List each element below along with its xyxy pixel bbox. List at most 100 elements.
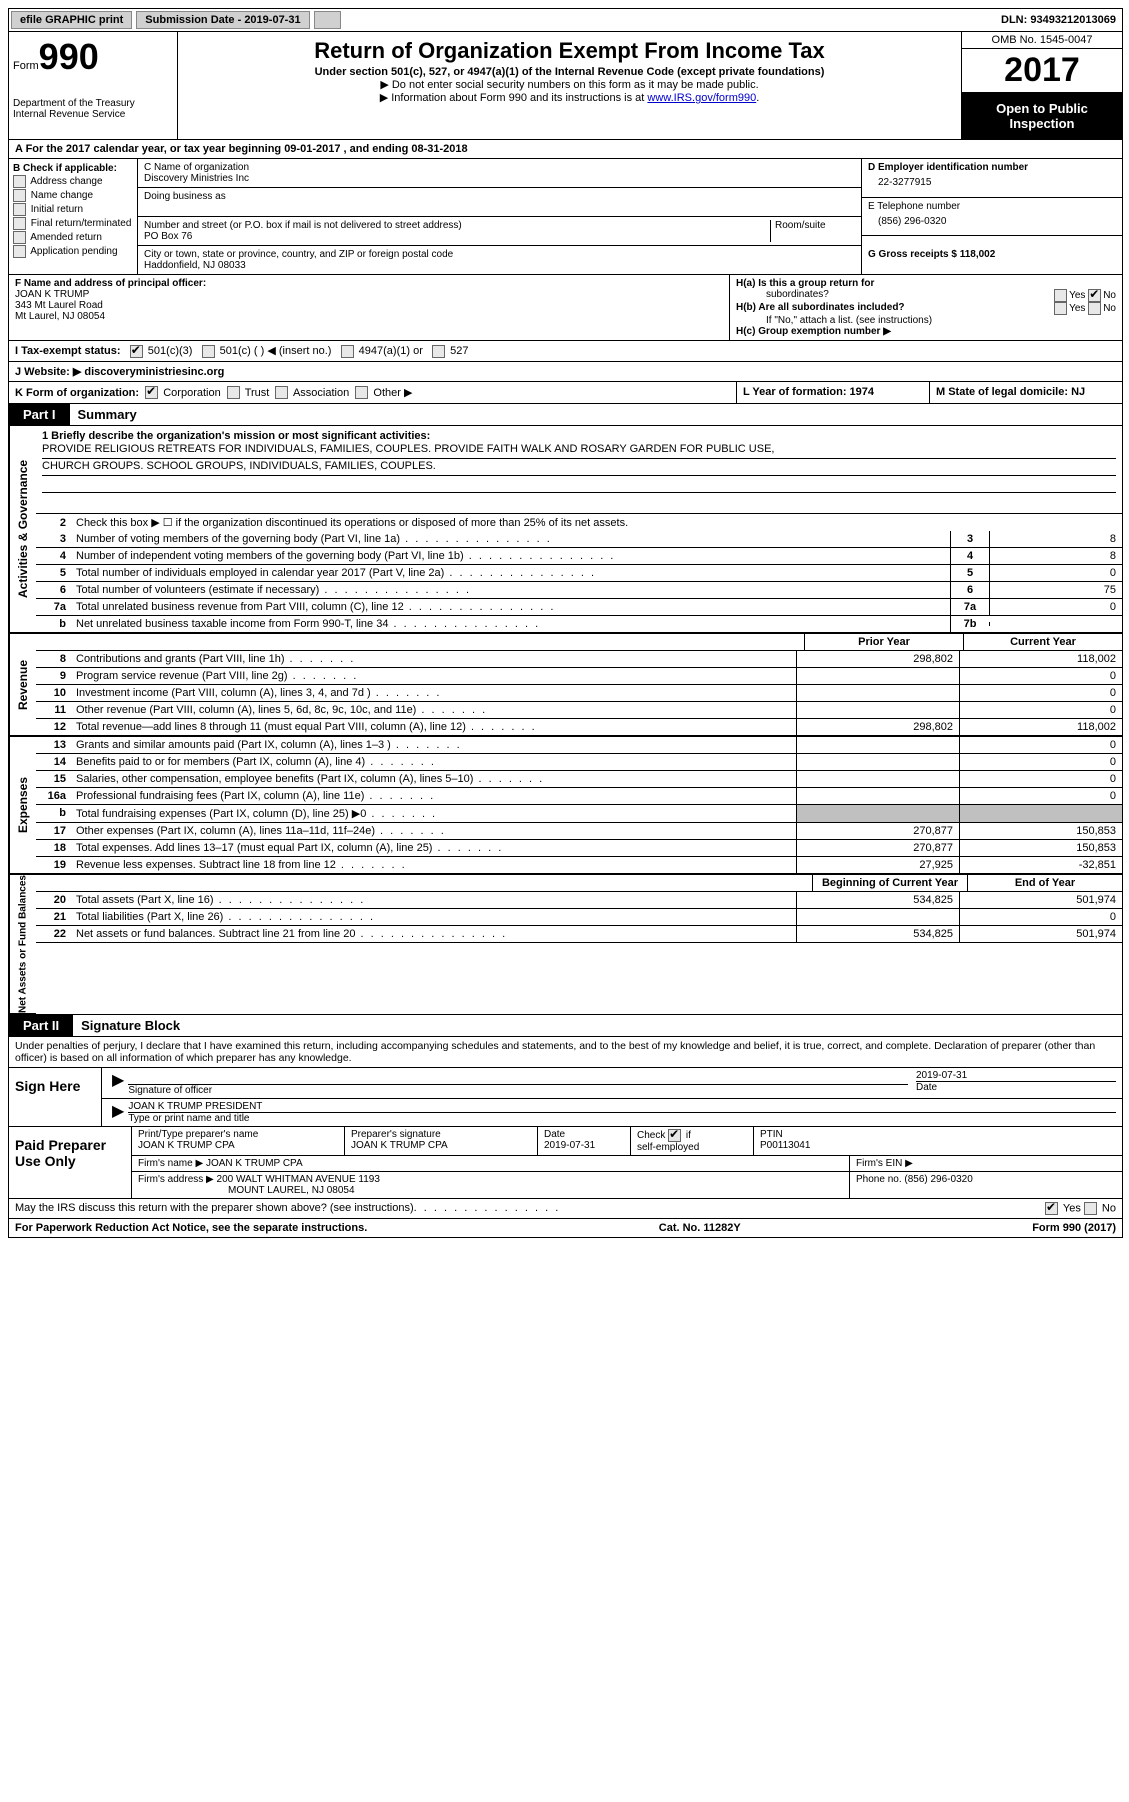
ha-yes[interactable] <box>1054 289 1067 302</box>
ein: 22-3277915 <box>868 173 1116 188</box>
b-label: B Check if applicable: <box>13 163 133 174</box>
section-f-h: F Name and address of principal officer:… <box>9 275 1122 341</box>
paid-preparer-label: Paid Preparer Use Only <box>9 1127 131 1198</box>
mission-line-3 <box>42 476 1116 493</box>
discuss-row: May the IRS discuss this return with the… <box>9 1199 1122 1219</box>
dept-treasury: Department of the Treasury <box>13 98 173 109</box>
part-2-header: Part II Signature Block <box>9 1015 1122 1037</box>
status-501c[interactable] <box>202 345 215 358</box>
discuss-no[interactable] <box>1084 1202 1097 1215</box>
paid-preparer-block: Paid Preparer Use Only Print/Type prepar… <box>9 1127 1122 1199</box>
room-suite: Room/suite <box>770 220 855 242</box>
street-cell: Number and street (or P.O. box if mail i… <box>138 217 861 246</box>
org-corp[interactable] <box>145 386 158 399</box>
current-year-header: Current Year <box>963 634 1122 650</box>
org-other[interactable] <box>355 386 368 399</box>
org-assoc[interactable] <box>275 386 288 399</box>
self-employed-check[interactable]: Check ifself-employed <box>631 1127 754 1155</box>
submission-date: Submission Date - 2019-07-31 <box>136 11 309 29</box>
fin-line-10: 10Investment income (Part VIII, column (… <box>36 685 1122 702</box>
side-label-governance: Activities & Governance <box>9 426 36 633</box>
gov-line-3: 3Number of voting members of the governi… <box>36 531 1122 548</box>
hb-yes[interactable] <box>1054 302 1067 315</box>
status-501c3[interactable] <box>130 345 143 358</box>
preparer-name: JOAN K TRUMP CPA <box>138 1140 338 1151</box>
firm-phone: Phone no. (856) 296-0320 <box>850 1172 1122 1198</box>
form-label: Form <box>13 60 39 72</box>
sig-date: 2019-07-31 <box>916 1070 1116 1082</box>
phone-cell: E Telephone number (856) 296-0320 <box>862 198 1122 237</box>
status-527[interactable] <box>432 345 445 358</box>
org-trust[interactable] <box>227 386 240 399</box>
fin-line-13: 13Grants and similar amounts paid (Part … <box>36 737 1122 754</box>
gov-line-5: 5Total number of individuals employed in… <box>36 565 1122 582</box>
check-name-change[interactable]: Name change <box>13 189 133 202</box>
fin-line-9: 9Program service revenue (Part VIII, lin… <box>36 668 1122 685</box>
street: PO Box 76 <box>144 231 770 242</box>
note-ssn: ▶ Do not enter social security numbers o… <box>186 78 953 91</box>
preparer-sig: JOAN K TRUMP CPA <box>351 1140 531 1151</box>
org-name: Discovery Ministries Inc <box>144 173 855 184</box>
sign-here-block: Sign Here ▶ Signature of officer 2019-07… <box>9 1068 1122 1127</box>
hb-no[interactable] <box>1088 302 1101 315</box>
check-application-pending[interactable]: Application pending <box>13 245 133 258</box>
gov-line-4: 4Number of independent voting members of… <box>36 548 1122 565</box>
activities-governance-block: Activities & Governance 1 Briefly descri… <box>9 426 1122 634</box>
section-d-e-g: D Employer identification number 22-3277… <box>861 159 1122 274</box>
header-center: Return of Organization Exempt From Incom… <box>178 32 961 139</box>
row-i: I Tax-exempt status: 501(c)(3) 501(c) ( … <box>9 341 1122 362</box>
row-k-l-m: K Form of organization: Corporation Trus… <box>9 382 1122 405</box>
check-initial-return[interactable]: Initial return <box>13 203 133 216</box>
row-a-tax-year: A For the 2017 calendar year, or tax yea… <box>9 140 1122 159</box>
sig-date-label: Date <box>916 1082 1116 1093</box>
row-j-website: J Website: ▶ discoveryministriesinc.org <box>9 362 1122 382</box>
section-b-c-d: B Check if applicable: Address change Na… <box>9 159 1122 275</box>
fin-line-20: 20Total assets (Part X, line 16)534,8255… <box>36 892 1122 909</box>
ptin: P00113041 <box>760 1140 1116 1151</box>
expenses-block: Expenses 13Grants and similar amounts pa… <box>9 737 1122 875</box>
ha-no[interactable] <box>1088 289 1101 302</box>
net-header: Beginning of Current Year End of Year <box>36 875 1122 892</box>
cat-no: Cat. No. 11282Y <box>659 1222 741 1234</box>
paperwork-notice: For Paperwork Reduction Act Notice, see … <box>15 1222 367 1234</box>
line-2: 2 Check this box ▶ ☐ if the organization… <box>36 514 1122 531</box>
efile-print-button[interactable]: efile GRAPHIC print <box>11 11 132 29</box>
check-final-return[interactable]: Final return/terminated <box>13 217 133 230</box>
blank-button[interactable] <box>314 11 341 29</box>
header-right: OMB No. 1545-0047 2017 Open to Public In… <box>961 32 1122 139</box>
mission-block: 1 Briefly describe the organization's mi… <box>36 426 1122 514</box>
check-address-change[interactable]: Address change <box>13 175 133 188</box>
status-4947[interactable] <box>341 345 354 358</box>
city-cell: City or town, state or province, country… <box>138 246 861 274</box>
end-year-header: End of Year <box>967 875 1122 891</box>
side-label-net-assets: Net Assets or Fund Balances <box>9 875 36 1014</box>
open-to-public: Open to Public Inspection <box>962 93 1122 139</box>
arrow-icon: ▶ <box>108 1070 128 1096</box>
org-name-cell: C Name of organization Discovery Ministr… <box>138 159 861 188</box>
sig-officer-label: Signature of officer <box>128 1085 908 1096</box>
row-m: M State of legal domicile: NJ <box>930 382 1122 404</box>
row-k: K Form of organization: Corporation Trus… <box>9 382 737 404</box>
side-label-expenses: Expenses <box>9 737 36 874</box>
top-bar: efile GRAPHIC print Submission Date - 20… <box>9 9 1122 32</box>
prior-year-header: Prior Year <box>804 634 963 650</box>
section-h: H(a) Is this a group return for subordin… <box>730 275 1122 340</box>
fin-line-b: bTotal fundraising expenses (Part IX, co… <box>36 805 1122 823</box>
check-amended[interactable]: Amended return <box>13 231 133 244</box>
revenue-block: Revenue Prior Year Current Year 8Contrib… <box>9 634 1122 737</box>
form-990: efile GRAPHIC print Submission Date - 20… <box>8 8 1123 1238</box>
side-label-revenue: Revenue <box>9 634 36 736</box>
discuss-yes[interactable] <box>1045 1202 1058 1215</box>
footer: For Paperwork Reduction Act Notice, see … <box>9 1219 1122 1237</box>
mission-line-1: PROVIDE RELIGIOUS RETREATS FOR INDIVIDUA… <box>42 442 1116 459</box>
part-1-header: Part I Summary <box>9 404 1122 426</box>
firm-ein: Firm's EIN ▶ <box>850 1156 1122 1171</box>
irs-link[interactable]: www.IRS.gov/form990 <box>647 92 756 104</box>
preparer-date: 2019-07-31 <box>544 1140 624 1151</box>
fin-line-15: 15Salaries, other compensation, employee… <box>36 771 1122 788</box>
fin-line-21: 21Total liabilities (Part X, line 26)0 <box>36 909 1122 926</box>
form-subtitle: Under section 501(c), 527, or 4947(a)(1)… <box>186 66 953 78</box>
fin-line-17: 17Other expenses (Part IX, column (A), l… <box>36 823 1122 840</box>
gross-cell: G Gross receipts $ 118,002 <box>862 236 1122 274</box>
fin-line-8: 8Contributions and grants (Part VIII, li… <box>36 651 1122 668</box>
